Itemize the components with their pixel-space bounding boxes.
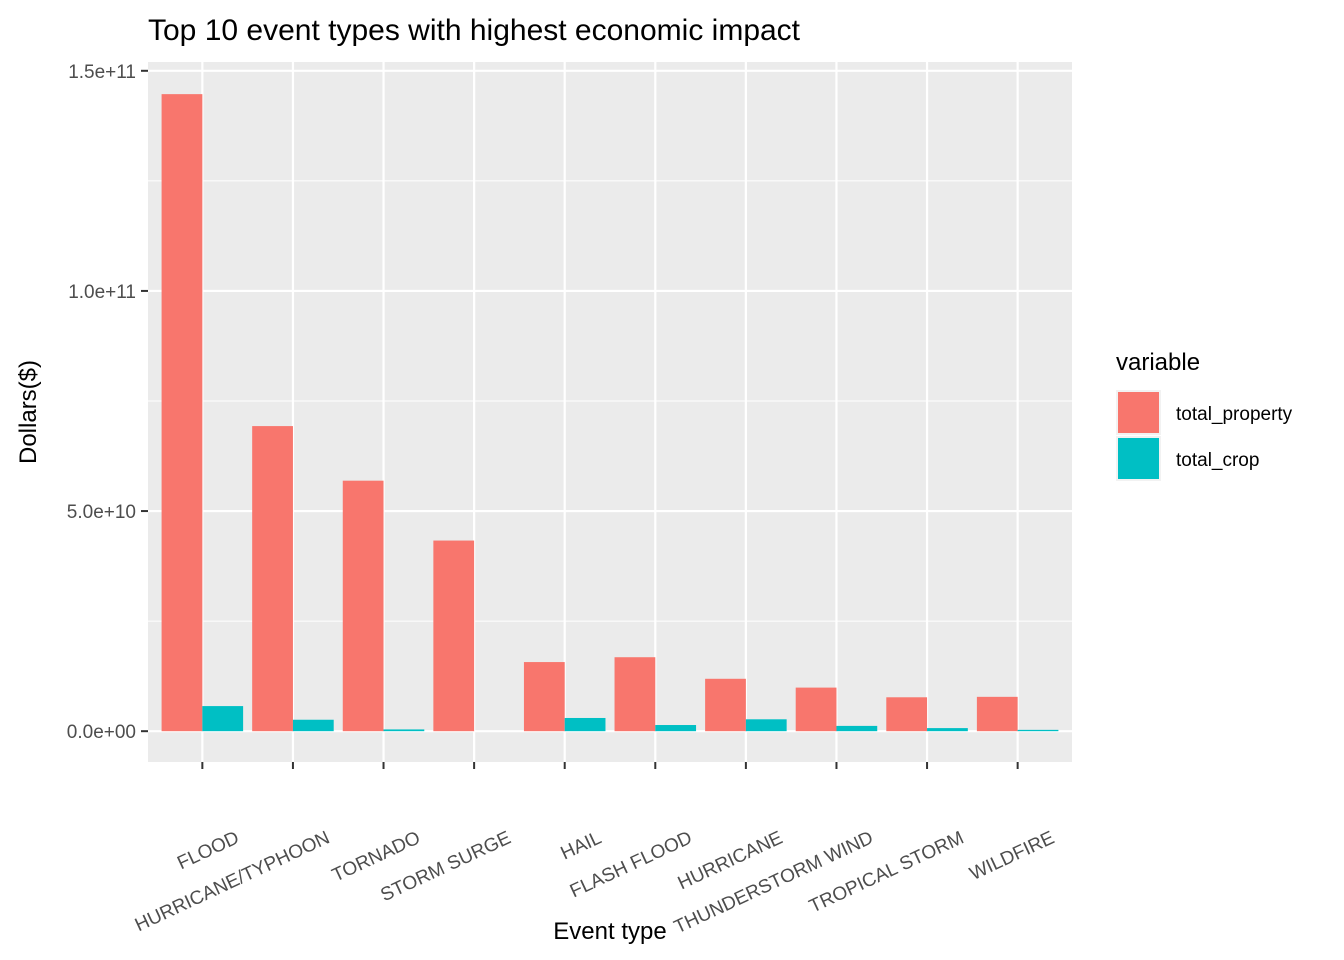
plot-panel (148, 62, 1072, 762)
bar-total_property-7 (795, 687, 837, 732)
bar-total_crop-8 (927, 728, 968, 732)
y-tick-label: 1.0e+11 (68, 282, 136, 303)
bar-total_property-0 (161, 94, 203, 732)
x-tick-label: TROPICAL STORM (806, 827, 967, 917)
bar-total_property-6 (705, 678, 746, 732)
bar-total_property-5 (614, 657, 656, 732)
minor-gridlines (148, 180, 1072, 622)
y-tick-label: 0.0e+00 (67, 722, 136, 743)
bar-total_crop-5 (655, 725, 697, 732)
y-tick-label: 5.0e+10 (67, 502, 136, 523)
y-axis: 0.0e+00 5.0e+10 1.0e+11 1.5e+11 (67, 62, 148, 743)
bar-total_crop-4 (564, 717, 606, 732)
chart-title: Top 10 event types with highest economic… (148, 14, 801, 47)
legend-title: variable (1116, 349, 1200, 376)
legend-key-total_property (1118, 392, 1159, 433)
bar-total_property-1 (252, 426, 293, 732)
bar-total_property-2 (342, 480, 384, 732)
bar-total_crop-0 (202, 706, 244, 732)
bar-total_property-8 (886, 697, 928, 732)
bar-total_property-4 (523, 662, 565, 732)
y-axis-title: Dollars($) (15, 360, 42, 464)
x-tick-label: HAIL (558, 827, 605, 864)
x-tick-label: FLOOD (174, 827, 242, 874)
bar-total_crop-2 (383, 729, 425, 732)
bar-total_property-9 (976, 696, 1018, 732)
bar-total_crop-7 (836, 725, 878, 732)
x-tick-label: WILDFIRE (967, 827, 1058, 884)
bar-total_crop-9 (1017, 729, 1059, 732)
legend: variable total_property total_crop (1116, 349, 1293, 481)
bar-total_crop-6 (745, 719, 787, 732)
legend-label-total_property: total_property (1176, 404, 1293, 425)
bar-total_crop-1 (292, 719, 334, 732)
bars (161, 94, 1059, 732)
legend-label-total_crop: total_crop (1176, 450, 1259, 471)
y-tick-label: 1.5e+11 (68, 62, 136, 83)
legend-key-total_crop (1118, 438, 1159, 479)
x-axis-title: Event type (553, 918, 666, 945)
bar-total_property-3 (433, 540, 475, 732)
